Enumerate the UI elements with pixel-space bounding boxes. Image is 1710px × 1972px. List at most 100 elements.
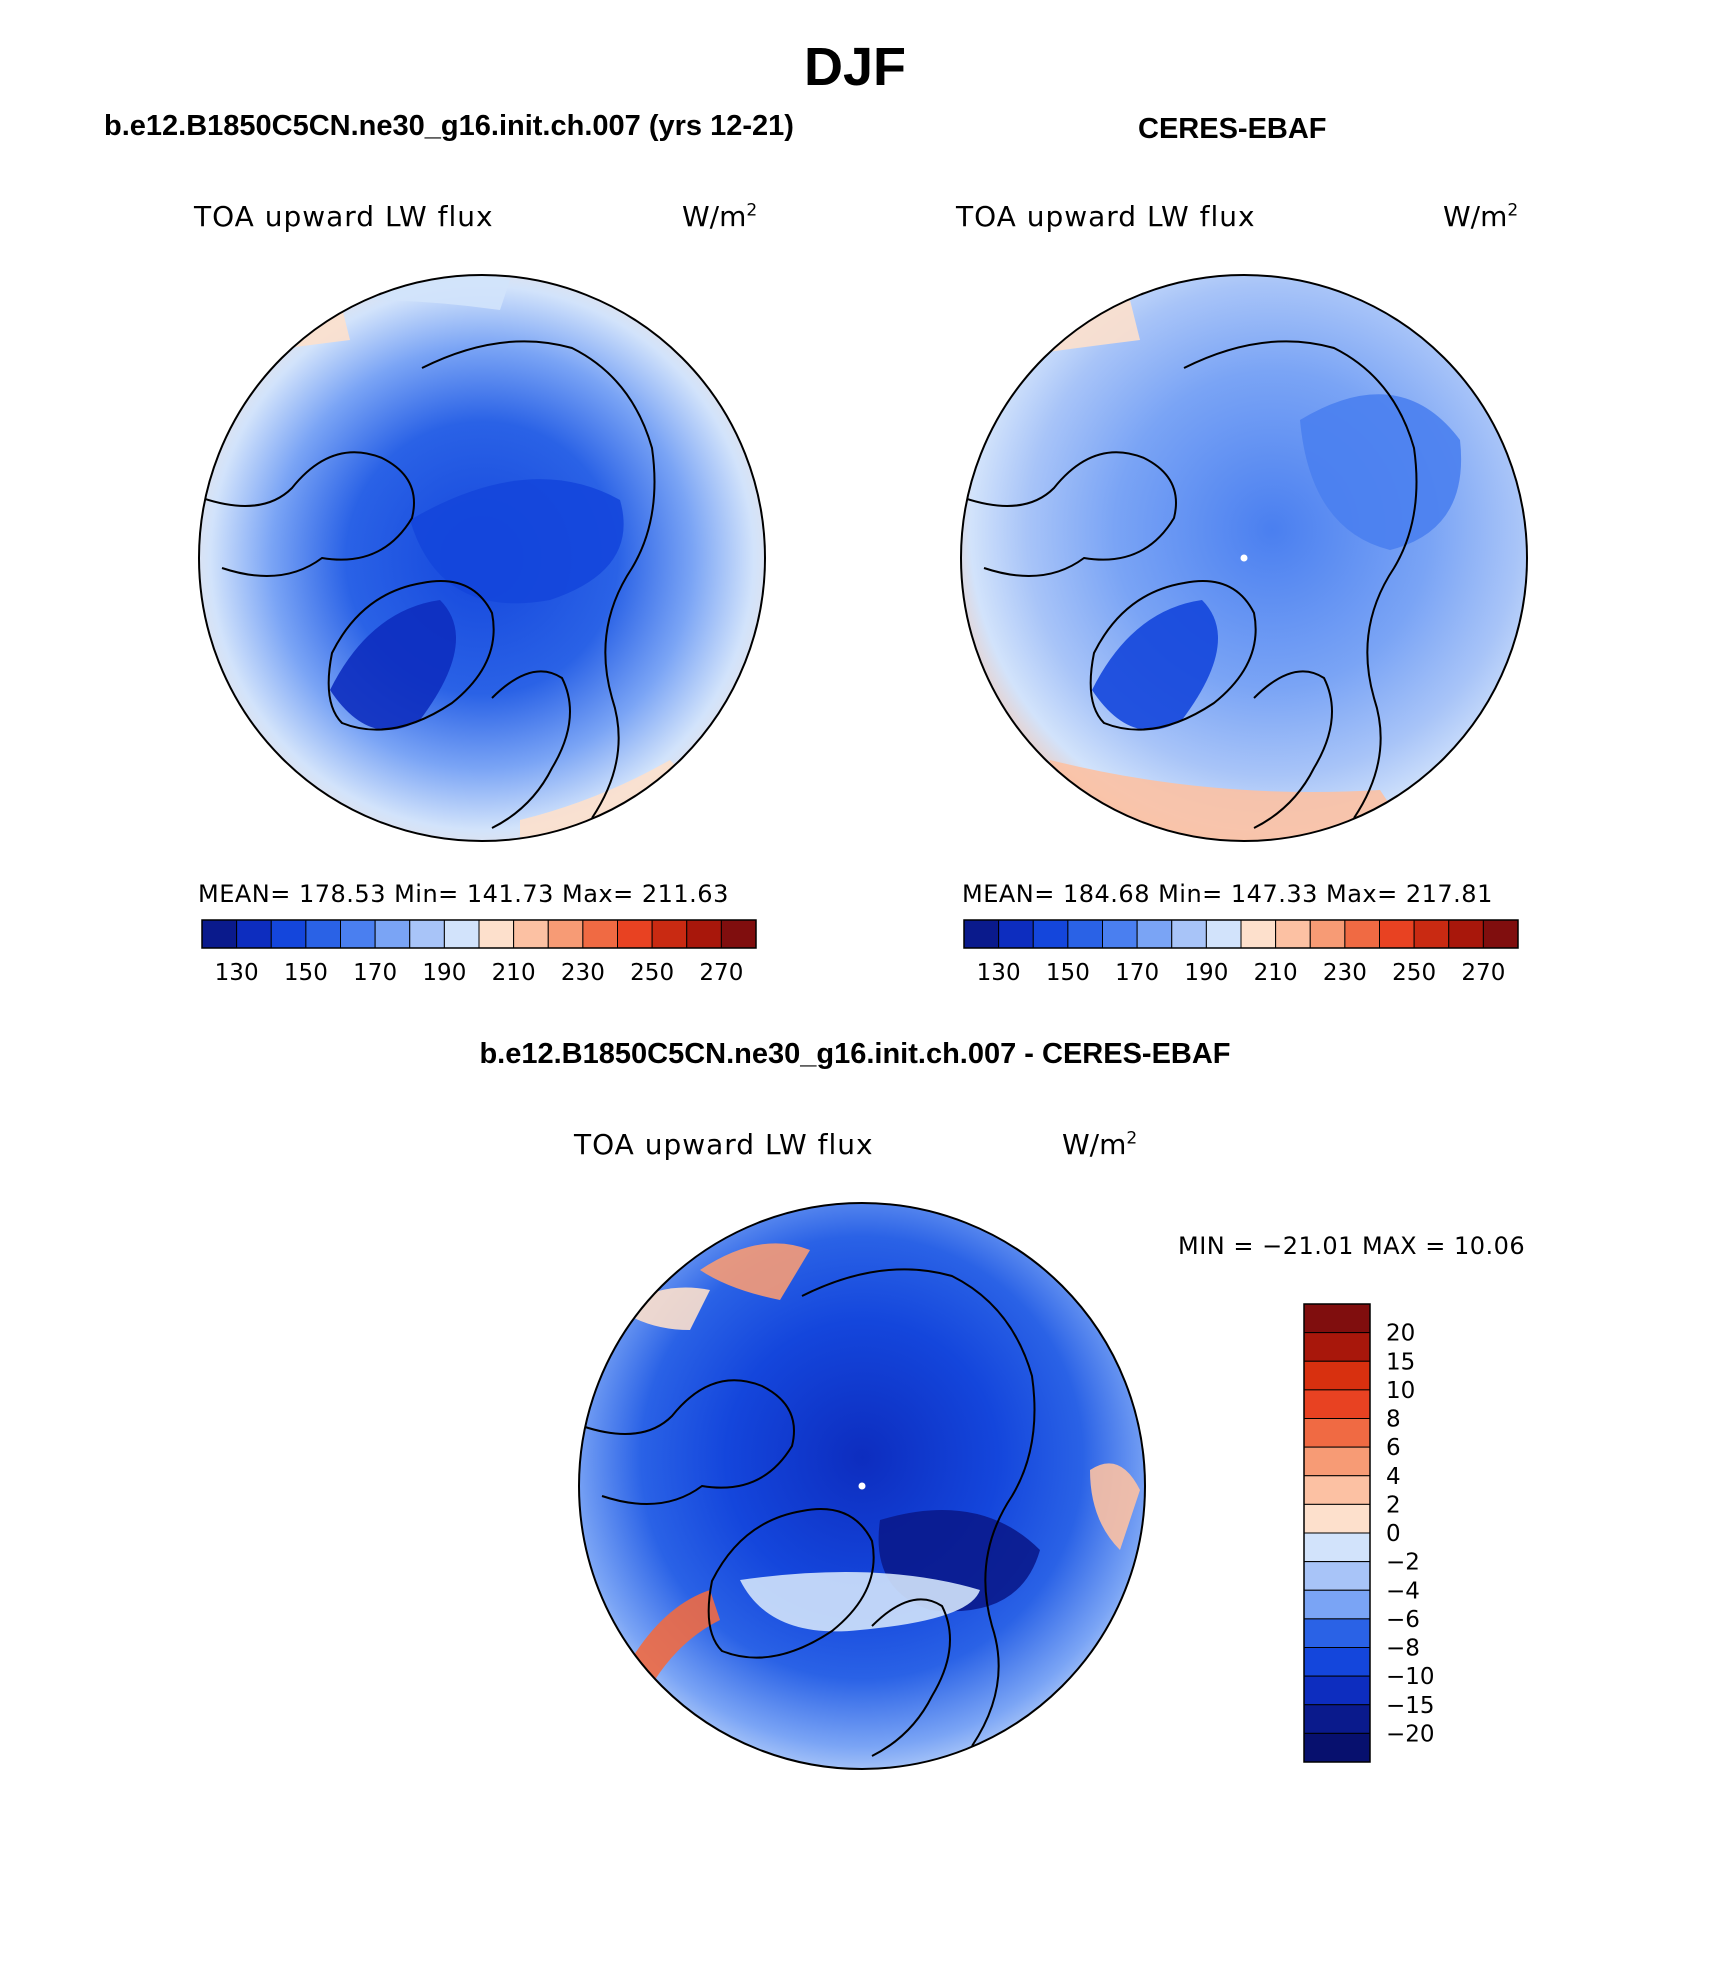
colorbar-tick-label: 250	[1392, 960, 1436, 986]
colorbar-swatch	[1309, 919, 1346, 949]
colorbar-swatch	[305, 919, 341, 949]
obs-colorbar: 130 150 170 190 210 230 250 270	[963, 919, 1519, 986]
colorbar-swatch	[1303, 1360, 1371, 1391]
colorbar-tick-label: 210	[492, 960, 536, 986]
page-title: DJF	[803, 37, 906, 97]
obs-stats-label: MEAN= 184.68 Min= 147.33 Max= 217.81	[962, 880, 1493, 908]
colorbar-swatch	[1303, 1503, 1371, 1534]
colorbar-swatch	[513, 919, 549, 949]
diff-map-border	[578, 1202, 1146, 1770]
colorbar-swatch	[582, 919, 618, 949]
diff-north-america-outline	[581, 1379, 795, 1505]
colorbar-swatch	[1171, 919, 1207, 949]
colorbar-swatch	[1448, 919, 1484, 949]
colorbar-swatch	[1303, 1418, 1371, 1448]
colorbar-swatch	[1303, 1389, 1371, 1419]
diff-pole-marker	[858, 1482, 866, 1490]
colorbar-swatch	[340, 919, 376, 949]
diff-panel-title: b.e12.B1850C5CN.ne30_g16.init.ch.007 - C…	[479, 1038, 1231, 1070]
obs-pole-marker	[1240, 554, 1248, 562]
colorbar-swatch	[1344, 919, 1380, 949]
obs-scandinavia-outline	[1253, 670, 1333, 829]
colorbar-tick-label: 170	[353, 960, 397, 986]
obs-polar-map	[960, 274, 1528, 842]
colorbar-swatch	[201, 919, 238, 949]
colorbar-swatch	[1303, 1303, 1371, 1334]
model-north-america-outline	[201, 451, 415, 577]
colorbar-tick-label: 8	[1386, 1407, 1401, 1433]
colorbar-tick-label: 230	[1323, 960, 1367, 986]
obs-eurasia-outline	[1183, 340, 1418, 819]
colorbar-tick-label: 130	[977, 960, 1021, 986]
obs-greenland-outline	[1089, 580, 1257, 731]
model-variable-label: TOA upward LW flux	[194, 200, 494, 233]
colorbar-swatch	[1303, 1618, 1371, 1648]
colorbar-swatch	[547, 919, 584, 949]
diff-eurasia-outline	[801, 1268, 1036, 1747]
model-eurasia-outline	[421, 340, 656, 819]
obs-field-region	[1300, 394, 1462, 550]
colorbar-swatch	[1379, 919, 1415, 949]
colorbar-tick-label: 270	[699, 960, 743, 986]
colorbar-swatch	[998, 919, 1034, 949]
diff-variable-label: TOA upward LW flux	[574, 1128, 874, 1161]
colorbar-swatch	[1303, 1589, 1371, 1620]
model-coastlines	[201, 340, 656, 829]
model-map-border	[198, 274, 766, 842]
colorbar-swatch	[720, 919, 757, 949]
colorbar-swatch	[1032, 919, 1069, 949]
model-scandinavia-outline	[491, 670, 571, 829]
diff-greenland-outline	[707, 1508, 875, 1659]
model-field-region	[410, 479, 624, 604]
colorbar-swatch	[1303, 1704, 1371, 1734]
colorbar-tick-label: 4	[1386, 1464, 1401, 1490]
colorbar-tick-label: 150	[284, 960, 328, 986]
colorbar-tick-label: 130	[215, 960, 259, 986]
colorbar-tick-label: −2	[1386, 1550, 1420, 1576]
colorbar-swatch	[1303, 1475, 1371, 1505]
colorbar-tick-label: −20	[1386, 1721, 1435, 1747]
obs-units-label: W/m2	[1443, 200, 1519, 233]
obs-coastlines	[963, 340, 1418, 829]
colorbar-tick-label: −4	[1386, 1578, 1420, 1604]
obs-map-border	[960, 274, 1528, 842]
colorbar-swatch	[1303, 1647, 1371, 1677]
colorbar-tick-label: 270	[1461, 960, 1505, 986]
colorbar-swatch	[1303, 1675, 1371, 1706]
colorbar-swatch	[478, 919, 515, 949]
colorbar-tick-label: 190	[1184, 960, 1228, 986]
colorbar-swatch	[1303, 1561, 1371, 1591]
colorbar-swatch	[1275, 919, 1311, 949]
diff-polar-map	[578, 1202, 1146, 1770]
colorbar-tick-label: 10	[1386, 1378, 1415, 1404]
colorbar-swatch	[1205, 919, 1242, 949]
colorbar-swatch	[409, 919, 445, 949]
model-field-region	[360, 275, 510, 310]
colorbar-tick-label: 150	[1046, 960, 1090, 986]
colorbar-swatch	[1303, 1446, 1371, 1477]
colorbar-tick-label: 190	[422, 960, 466, 986]
colorbar-swatch	[1303, 1332, 1371, 1362]
colorbar-swatch	[963, 919, 1000, 949]
colorbar-tick-label: 15	[1386, 1349, 1415, 1375]
colorbar-swatch	[651, 919, 688, 949]
colorbar-swatch	[1303, 1532, 1371, 1563]
colorbar-tick-label: 170	[1115, 960, 1159, 986]
colorbar-tick-label: 230	[561, 960, 605, 986]
colorbar-tick-label: −8	[1386, 1636, 1420, 1662]
model-panel-title: b.e12.B1850C5CN.ne30_g16.init.ch.007 (yr…	[104, 110, 794, 142]
colorbar-tick-label: 0	[1386, 1521, 1401, 1547]
colorbar-swatch	[1067, 919, 1103, 949]
colorbar-swatch	[270, 919, 307, 949]
diff-units-label: W/m2	[1062, 1128, 1138, 1161]
diff-field-region	[700, 1243, 810, 1300]
colorbar-swatch	[1102, 919, 1138, 949]
colorbar-swatch	[1240, 919, 1277, 949]
colorbar-tick-label: 2	[1386, 1492, 1401, 1518]
colorbar-swatch	[1482, 919, 1519, 949]
obs-field-region	[1092, 600, 1218, 730]
colorbar-swatch	[374, 919, 411, 949]
colorbar-tick-label: 6	[1386, 1435, 1401, 1461]
